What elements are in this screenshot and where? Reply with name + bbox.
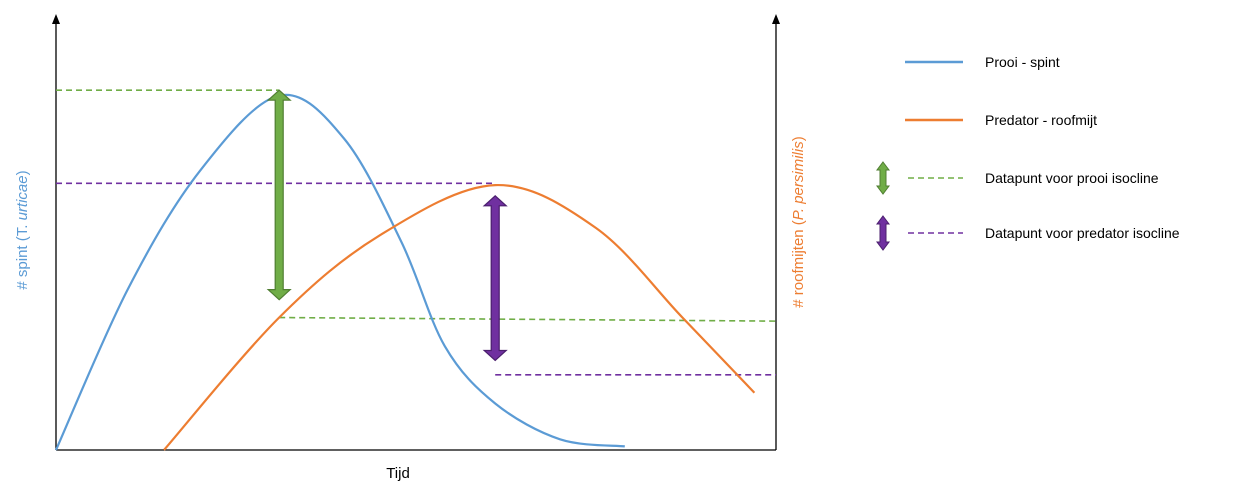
legend-label-prooi-isocline: Datapunt voor prooi isocline [985, 170, 1159, 186]
y-axis-right-title-suffix: ) [790, 136, 807, 141]
y-axis-left-title: # spint (T. urticae) [14, 170, 31, 289]
axes [52, 14, 780, 451]
y-axis-left-title-italic: urticae [14, 175, 31, 220]
y-axis-right-title: # roofmijten (P. persimilis) [790, 136, 807, 307]
legend-arrow-purple-icon [876, 215, 890, 251]
legend-label-predator-isocline: Datapunt voor predator isocline [985, 225, 1180, 241]
y-axis-right-title-prefix: # roofmijten ( [790, 220, 807, 308]
guide-line-1 [279, 316, 777, 322]
y-axis-right-title-italic: P. persimilis [790, 141, 807, 220]
legend: Prooi - spint Predator - roofmijt Datapu… [876, 54, 1180, 251]
series-line-prooi [54, 93, 625, 451]
legend-label-prooi: Prooi - spint [985, 54, 1060, 70]
series-lines [54, 93, 756, 451]
y-axis-left-title-prefix: # spint (T. [14, 220, 31, 289]
x-axis-title: Tijd [386, 465, 410, 482]
guide-lines [56, 89, 777, 376]
series-line-predator [163, 183, 756, 451]
double-arrow-purple [482, 195, 508, 362]
legend-label-predator: Predator - roofmijt [985, 112, 1097, 128]
y-axis-left-title-suffix: ) [14, 170, 31, 175]
double-arrows [266, 89, 508, 362]
y-axis-left-arrowhead [52, 14, 60, 24]
double-arrow-green [266, 89, 292, 301]
y-axis-right-arrowhead [772, 14, 780, 24]
legend-arrow-green-icon [876, 161, 890, 195]
